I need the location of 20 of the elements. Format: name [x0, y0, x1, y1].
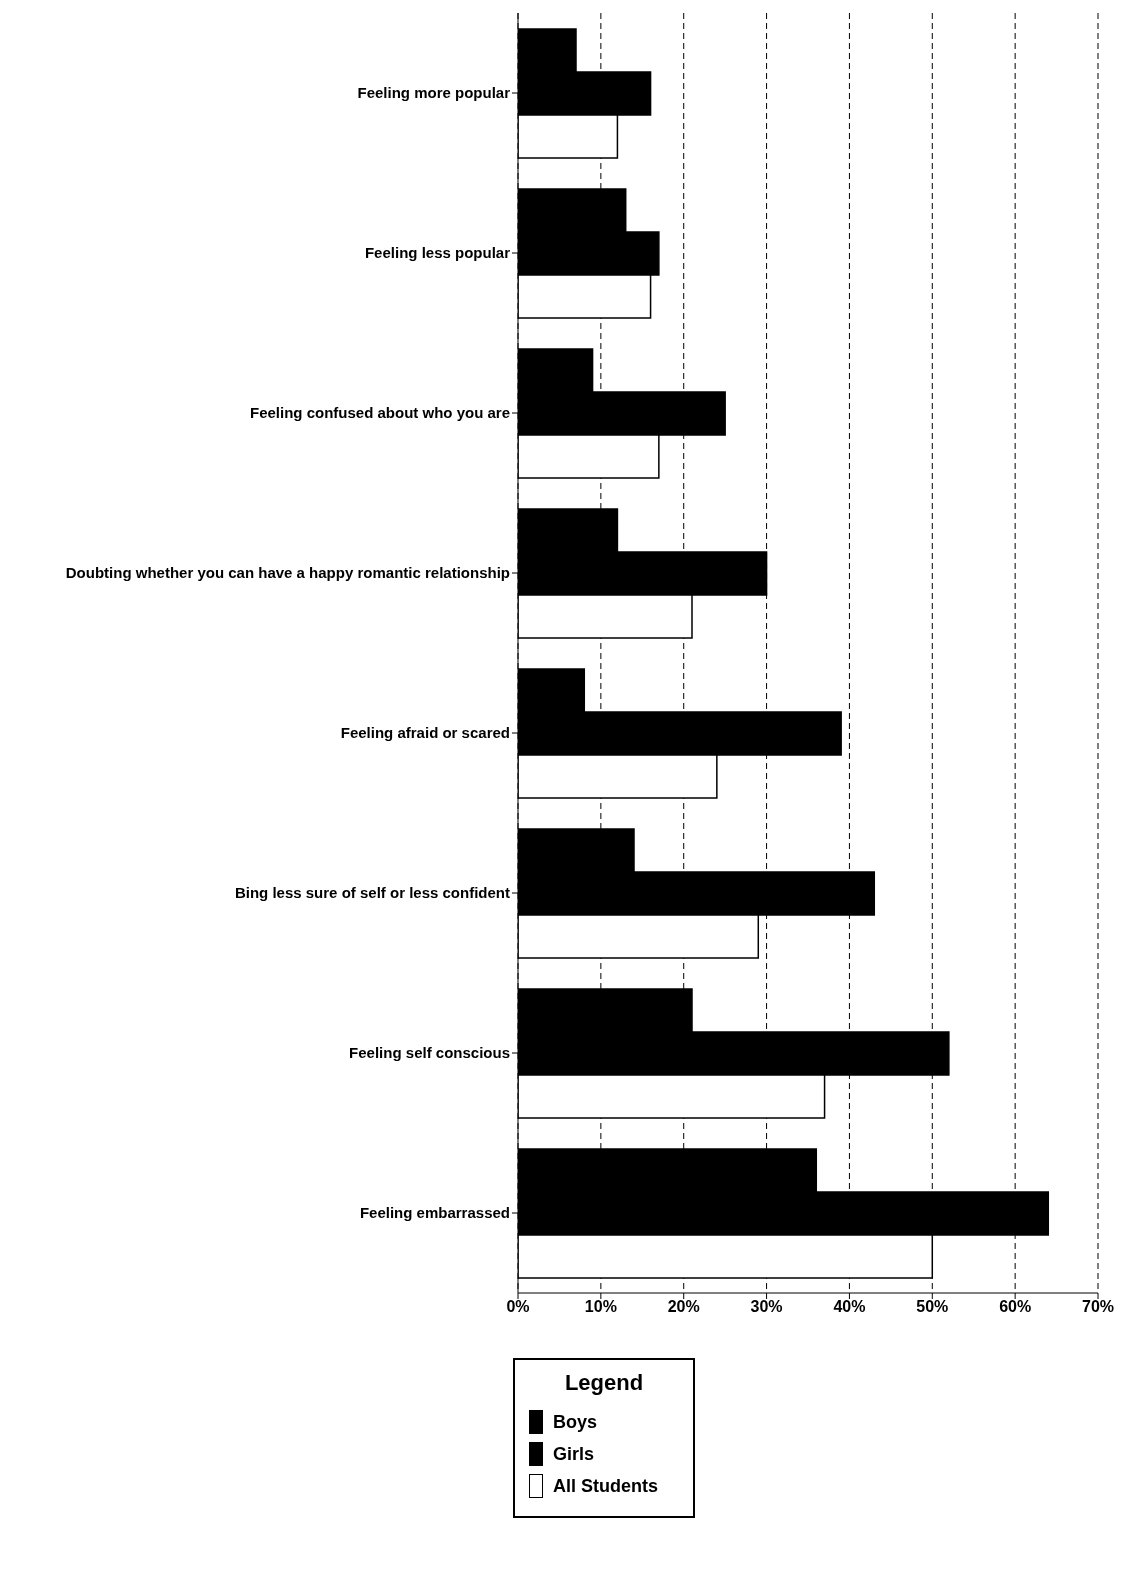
x-tick-label: 10%	[584, 1298, 617, 1316]
legend-title: Legend	[563, 1370, 645, 1396]
y-tick-label: Bing less sure of self or less confident	[234, 884, 510, 902]
y-tick-label: Feeling afraid or scared	[340, 724, 510, 742]
y-tick-label: Doubting whether you can have a happy romantic relationship	[65, 564, 510, 582]
x-tick-label: 60%	[999, 1298, 1032, 1316]
x-tick-label: 50%	[916, 1298, 949, 1316]
legend-label: Boys	[553, 1411, 598, 1433]
x-tick-label: 40%	[833, 1298, 866, 1316]
x-tick-label: 20%	[667, 1298, 700, 1316]
y-tick-label: Feeling self conscious	[349, 1044, 510, 1062]
y-tick-label: Feeling embarrassed	[359, 1204, 510, 1222]
x-tick-label: 70%	[1081, 1298, 1115, 1316]
legend-label: All Students	[553, 1475, 659, 1497]
legend-label: Girls	[553, 1443, 595, 1465]
x-tick-label: 30%	[750, 1298, 783, 1316]
y-tick-label: Feeling confused about who you are	[249, 404, 510, 422]
x-tick-label: 0%	[506, 1298, 530, 1316]
y-tick-label: Feeling more popular	[357, 84, 511, 102]
y-tick-label: Feeling less popular	[364, 244, 511, 262]
